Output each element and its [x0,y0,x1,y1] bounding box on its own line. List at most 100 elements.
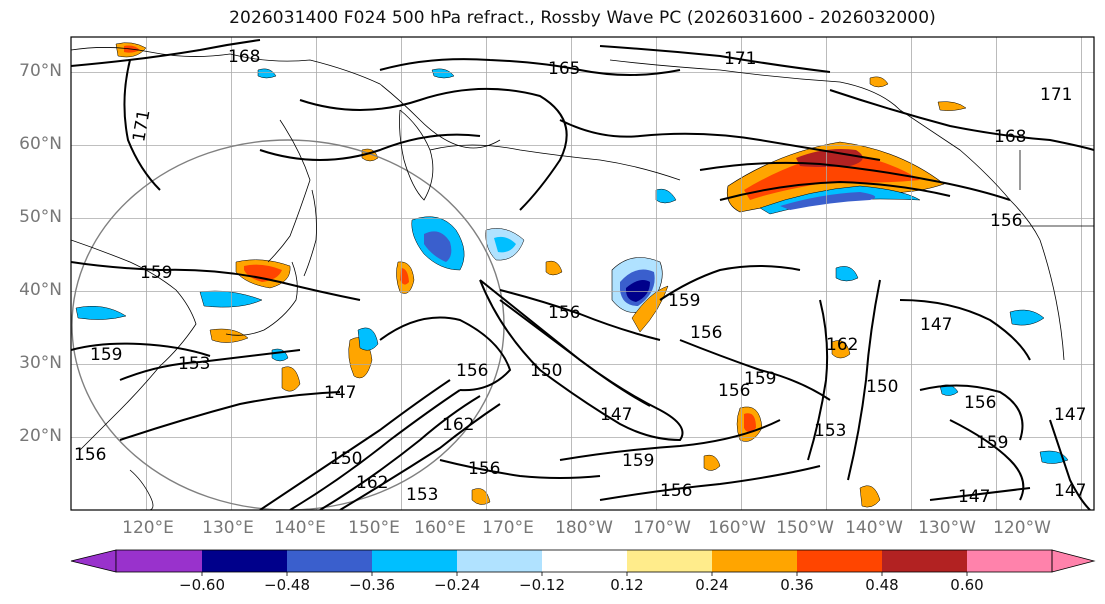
colorbar-tick-label: 0.36 [780,576,814,594]
contour-label: 156 [456,361,488,381]
contour-label: 162 [442,415,474,435]
shading-hawaii-red [744,413,756,432]
colorbar-tick-label: −0.48 [264,576,310,594]
shading-small-blue-2 [431,68,455,79]
contour-alaska-1 [699,161,1011,201]
contour-label: 159 [140,263,172,283]
contour-label: 162 [356,473,388,493]
contour-label: 147 [1054,405,1086,425]
colorbar-swatch [882,550,967,572]
contour-156-south-w [439,459,601,479]
coast-alaska [609,59,1065,361]
shading-mid-orange [703,454,721,471]
colorbar-tick-label: −0.12 [519,576,565,594]
lat-label: 30°N [19,353,62,373]
colorbar-swatch [712,550,797,572]
lon-label: 170°W [633,518,691,538]
contour-label: 153 [814,421,846,441]
contour-label: 156 [548,303,580,323]
colorbar-swatch [372,550,457,572]
graticule [71,37,1094,510]
contour-147-sw [119,391,341,441]
shading-ne-orange [937,101,967,111]
contour-label: 159 [90,345,122,365]
contour-156-mid [499,289,661,341]
colorbar-tick-label: 0.48 [865,576,899,594]
colorbar-tick-label: 0.12 [610,576,644,594]
contour-label: 171 [1040,85,1072,105]
contour-jet-1 [259,379,451,510]
coast-okhotsk [267,119,311,263]
colorbar-extend-max [1051,549,1096,573]
lon-label: 130°W [918,518,976,538]
contour-159-south [559,419,781,461]
lat-label: 20°N [19,426,62,446]
shading-small-orange-4 [869,76,889,88]
contour-156-south [599,465,821,501]
coast-philippines [129,469,154,510]
contour-159-west [71,261,361,301]
lat-label: 60°N [19,134,62,154]
contour-label: 159 [668,291,700,311]
shading-sw-orange [209,328,249,343]
coast-sakhalin [303,189,317,277]
shading-navy-pacific [626,280,650,302]
lon-label: 180°W [555,518,613,538]
colorbar-swatch [287,550,372,572]
contour-trough-east-2 [499,299,651,407]
shading-east-blue [1009,309,1045,326]
colorbar-swatch [542,550,627,572]
contour-165 [379,58,681,76]
contour-label: 147 [958,487,990,507]
contour-ridge-2 [259,133,481,161]
lon-label: 150°E [348,518,400,538]
contour-147-far-e [1049,419,1091,510]
colorbar-tick-label: 0.60 [950,576,984,594]
contour-label: 150 [530,361,562,381]
colorbar-extend-min [70,549,117,573]
contour-label: 156 [74,445,106,465]
contour-168-north [71,39,261,67]
contours [71,39,1094,510]
contour-label: 147 [1054,481,1086,501]
colorbar-swatch [116,550,202,572]
lon-label: 120°E [122,518,174,538]
contour-label: 159 [744,369,776,389]
colorbar-swatch [797,550,882,572]
colorbar-swatch [457,550,542,572]
coast-asia-north [71,47,501,149]
shading-sw-blue [75,306,127,320]
colorbar-tick-label: −0.60 [179,576,225,594]
lon-label: 130°E [202,518,254,538]
contour-171-ne [599,45,831,73]
contour-label: 162 [826,335,858,355]
contour-153 [119,349,301,381]
colorbar [70,549,1096,576]
contour-168-ne [829,89,1094,151]
shading-orange-pacific [631,285,669,333]
lat-label: 70°N [19,61,62,81]
contour-label: 156 [660,481,692,501]
contour-150-east [847,279,881,481]
contour-label: 159 [976,433,1008,453]
contour-147-se [929,487,1031,501]
lon-label: 140°W [845,518,903,538]
coast-korea-china [71,239,197,451]
coast-japan [225,261,298,336]
shading-south-orange [281,366,301,392]
contour-label: 156 [468,459,500,479]
contour-label: 168 [994,127,1026,147]
contour-label: 168 [228,47,260,67]
contour-label: 147 [324,383,356,403]
contour-147-east [899,299,1031,361]
contour-label: 156 [690,323,722,343]
lon-label: 150°W [776,518,834,538]
contour-171-west [123,59,161,191]
contour-label: 156 [718,381,750,401]
shading-small-orange-3 [471,488,491,505]
shading-small-blue-3 [655,188,677,204]
shading-west-blue [357,327,379,351]
shading-small-blue-4 [835,266,859,282]
colorbar-swatch [627,550,712,572]
contour-156-east [679,339,831,401]
